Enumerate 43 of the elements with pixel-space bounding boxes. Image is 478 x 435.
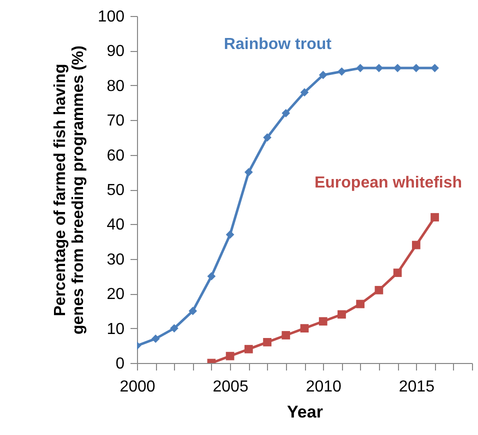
x-axis-title: Year [287, 402, 324, 422]
y-tick-label: 30 [106, 251, 125, 268]
y-tick-label: 0 [116, 356, 125, 372]
point [226, 230, 234, 239]
point [412, 240, 420, 250]
point [170, 324, 178, 332]
point [226, 352, 234, 360]
point [151, 334, 160, 343]
point [244, 344, 253, 354]
x-tick-label: 2005 [212, 378, 248, 396]
point [300, 324, 309, 332]
x-tick-label: 2000 [120, 378, 156, 396]
point [338, 310, 346, 319]
y-tick-label: 10 [106, 320, 125, 338]
point [282, 108, 290, 118]
y-tick-label: 90 [106, 43, 125, 60]
point [207, 272, 216, 280]
x-tick-label: 2010 [306, 378, 342, 396]
point [393, 268, 402, 277]
point [374, 286, 384, 294]
y-tick-label: 20 [106, 286, 125, 304]
y-tick-label: 100 [98, 8, 125, 26]
x-tick-label: 2015 [398, 378, 435, 396]
point [263, 133, 272, 142]
y-tick-label: 70 [106, 112, 125, 130]
y-tick-label: 40 [106, 216, 125, 234]
y-tick-label: 80 [106, 78, 125, 95]
y-tick-label: 50 [106, 182, 125, 199]
point [430, 213, 439, 222]
point [430, 64, 439, 72]
point [300, 88, 309, 97]
point [282, 331, 290, 340]
point [356, 300, 365, 308]
series-label: European whitefish [314, 174, 462, 192]
point [263, 338, 272, 346]
point [318, 317, 328, 326]
y-axis-title: Percentage of farmed fish having genes from breeding programmes (%) [52, 46, 87, 334]
point [188, 306, 198, 316]
point [244, 168, 253, 176]
point [338, 67, 346, 76]
series-label: Rainbow trout [224, 36, 332, 53]
y-tick-label: 60 [106, 147, 125, 164]
point [318, 70, 328, 80]
